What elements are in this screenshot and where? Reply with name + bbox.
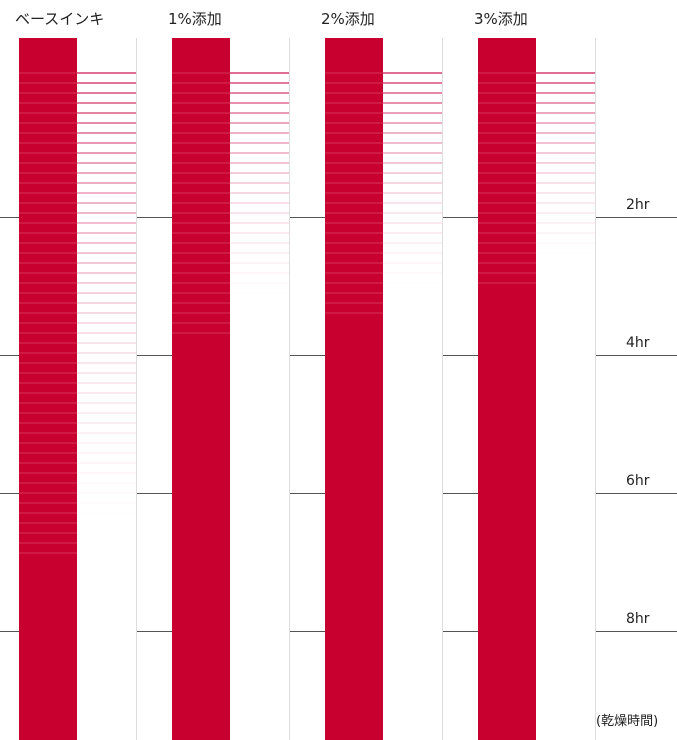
transfer-strip bbox=[536, 38, 596, 740]
time-mark-line bbox=[0, 355, 19, 356]
time-mark-line bbox=[0, 493, 19, 494]
time-mark-line bbox=[443, 631, 478, 632]
time-mark-line bbox=[596, 631, 677, 632]
ink-strip bbox=[325, 38, 383, 740]
time-mark-line bbox=[0, 631, 19, 632]
time-mark-line bbox=[443, 217, 478, 218]
time-mark-line bbox=[596, 355, 677, 356]
column-label: 3%添加 bbox=[474, 10, 528, 28]
time-mark-line bbox=[137, 493, 172, 494]
transfer-strip bbox=[77, 38, 137, 740]
time-mark-line bbox=[0, 217, 19, 218]
time-mark-label: 2hr bbox=[626, 197, 650, 213]
transfer-strip bbox=[230, 38, 290, 740]
time-mark-line bbox=[443, 493, 478, 494]
column-label: ベースインキ bbox=[15, 10, 105, 28]
ink-strip bbox=[19, 38, 77, 740]
ink-strip bbox=[172, 38, 230, 740]
time-mark-line bbox=[290, 631, 325, 632]
time-mark-line bbox=[596, 217, 677, 218]
column-label: 1%添加 bbox=[168, 10, 222, 28]
axis-unit-label: (乾燥時間) bbox=[596, 714, 659, 729]
time-mark-line bbox=[596, 493, 677, 494]
time-mark-line bbox=[137, 631, 172, 632]
column-label: 2%添加 bbox=[321, 10, 375, 28]
time-mark-line bbox=[137, 217, 172, 218]
time-mark-line bbox=[290, 355, 325, 356]
time-mark-label: 8hr bbox=[626, 611, 650, 627]
transfer-strip bbox=[383, 38, 443, 740]
time-mark-line bbox=[137, 355, 172, 356]
time-mark-label: 4hr bbox=[626, 335, 650, 351]
time-mark-line bbox=[443, 355, 478, 356]
time-mark-line bbox=[290, 493, 325, 494]
time-mark-line bbox=[290, 217, 325, 218]
ink-strip bbox=[478, 38, 536, 740]
time-mark-label: 6hr bbox=[626, 473, 650, 489]
